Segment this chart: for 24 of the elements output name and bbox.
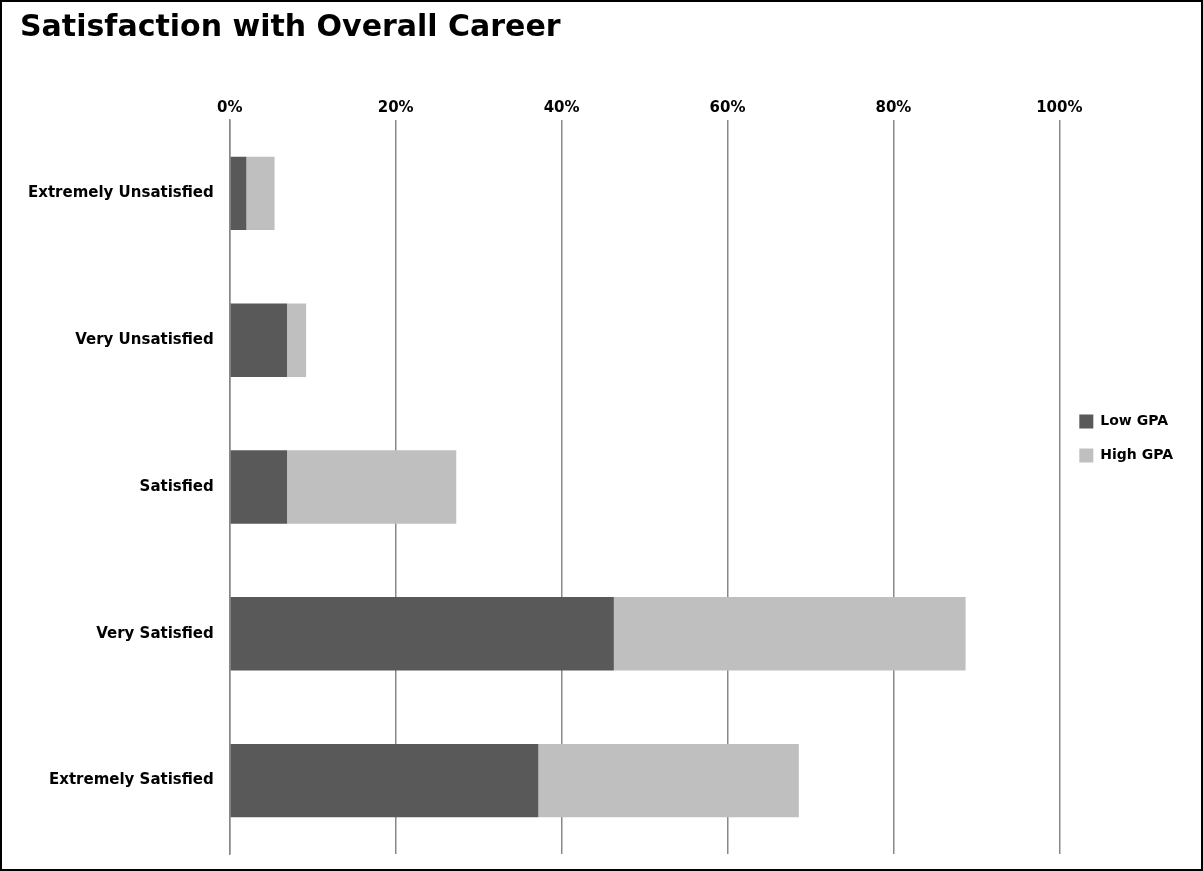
bar	[230, 303, 288, 377]
x-tick-label: 100%	[1036, 97, 1083, 116]
x-tick-label: 60%	[709, 97, 746, 116]
y-tick-label: Very Unsatisfied	[75, 330, 214, 349]
bar	[613, 597, 966, 671]
x-tick-label: 0%	[217, 97, 243, 116]
bar	[230, 597, 614, 671]
legend-label: Low GPA	[1100, 412, 1169, 429]
y-tick-label: Satisfied	[139, 476, 214, 495]
x-tick-label: 20%	[377, 97, 414, 116]
x-tick-label: 80%	[875, 97, 912, 116]
chart-title: Satisfaction with Overall Career	[20, 7, 561, 43]
y-tick-label: Very Satisfied	[96, 623, 214, 642]
y-tick-label: Extremely Satisfied	[48, 770, 214, 789]
bar	[230, 450, 288, 524]
y-tick-label: Extremely Unsatisfied	[27, 183, 214, 202]
bar	[246, 156, 275, 231]
bar	[287, 303, 307, 377]
legend-label: High GPA	[1100, 446, 1174, 463]
bar	[230, 156, 247, 231]
bar	[230, 743, 539, 818]
bar	[538, 743, 799, 818]
x-tick-label: 40%	[543, 97, 580, 116]
bar	[287, 450, 457, 524]
